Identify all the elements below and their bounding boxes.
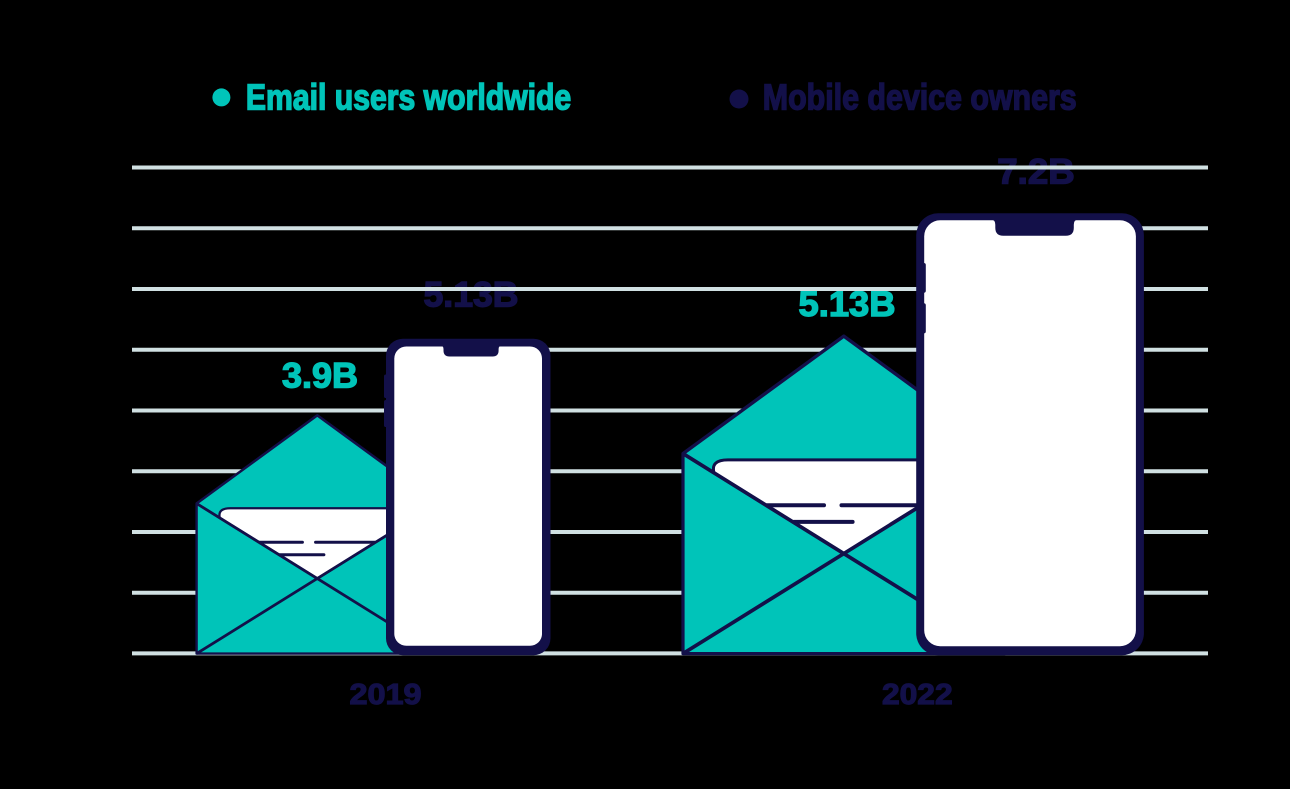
svg-text:2022: 2022 xyxy=(882,679,953,711)
svg-text:7.2B: 7.2B xyxy=(997,153,1074,192)
svg-text:5.13B: 5.13B xyxy=(424,276,519,315)
svg-text:Mobile device owners: Mobile device owners xyxy=(763,77,1077,118)
svg-text:Email users worldwide: Email users worldwide xyxy=(246,77,571,118)
svg-text:2019: 2019 xyxy=(350,679,422,711)
svg-text:3.9B: 3.9B xyxy=(282,357,358,396)
